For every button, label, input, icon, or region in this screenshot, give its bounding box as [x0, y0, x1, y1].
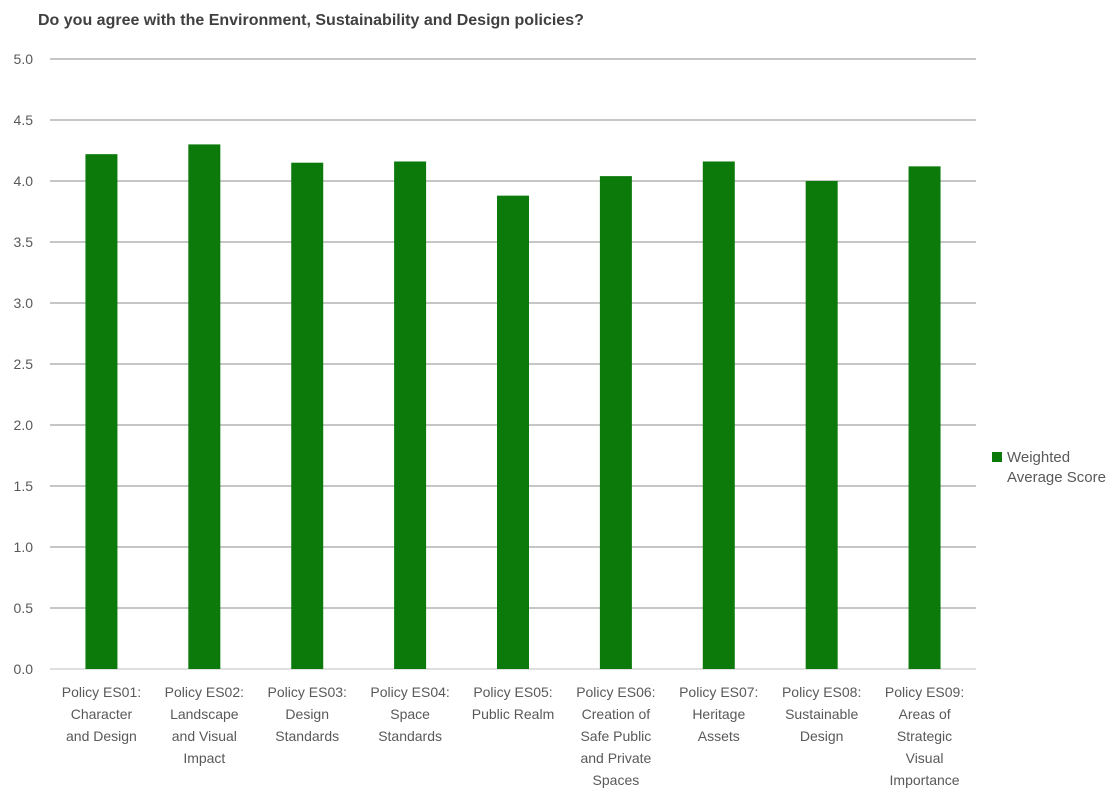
x-tick-label: Standards: [275, 728, 339, 744]
x-tick-label: Design: [800, 728, 844, 744]
x-tick-label: Design: [285, 706, 329, 722]
legend-swatch: [992, 452, 1002, 462]
x-tick-label: Policy ES04:: [370, 684, 449, 700]
x-tick-label: Public Realm: [472, 706, 554, 722]
x-tick-label: Visual: [906, 750, 944, 766]
x-tick-label: Policy ES08:: [782, 684, 861, 700]
x-tick-label: Policy ES03:: [268, 684, 347, 700]
x-tick-label: Policy ES07:: [679, 684, 758, 700]
bar: [599, 176, 632, 669]
legend-label: Weighted Average Score: [1007, 449, 1106, 486]
x-tick-label: Heritage: [692, 706, 745, 722]
x-tick-label: Policy ES01:: [62, 684, 141, 700]
x-tick-label: Policy ES09:: [885, 684, 964, 700]
x-tick-label: Space: [390, 706, 430, 722]
x-tick-label: Policy ES06:: [576, 684, 655, 700]
bar: [394, 161, 427, 670]
x-tick-label: Assets: [698, 728, 740, 744]
y-tick-label: 4.5: [14, 112, 34, 128]
x-tick-label: Creation of: [582, 706, 651, 722]
x-tick-label: Strategic: [897, 728, 952, 744]
x-tick-label: Standards: [378, 728, 442, 744]
y-tick-label: 3.5: [14, 234, 34, 250]
y-tick-label: 3.0: [14, 295, 34, 311]
bar: [497, 195, 529, 669]
legend: Weighted Average Score: [992, 448, 1113, 488]
x-tick-label: and Private: [580, 750, 651, 766]
x-tick-label: Character: [71, 706, 133, 722]
bar: [85, 154, 118, 669]
y-tick-label: 0.0: [14, 661, 34, 677]
x-tick-label: Landscape: [170, 706, 239, 722]
x-tick-label: Safe Public: [580, 728, 651, 744]
y-tick-label: 1.0: [14, 539, 34, 555]
y-tick-label: 2.0: [14, 417, 34, 433]
x-tick-label: Sustainable: [785, 706, 858, 722]
x-tick-label: Importance: [890, 772, 960, 788]
bar: [805, 181, 838, 669]
chart-title: Do you agree with the Environment, Susta…: [38, 12, 584, 29]
y-tick-label: 2.5: [14, 356, 34, 372]
bar: [702, 161, 735, 670]
x-tick-label: and Visual: [172, 728, 237, 744]
x-tick-label: Spaces: [593, 772, 640, 788]
x-tick-label: and Design: [66, 728, 137, 744]
x-tick-label: Policy ES02:: [165, 684, 244, 700]
y-tick-label: 1.5: [14, 478, 34, 494]
bar: [291, 162, 324, 669]
x-tick-label: Impact: [183, 750, 225, 766]
y-tick-label: 4.0: [14, 173, 34, 189]
bar: [908, 166, 941, 670]
x-tick-label: Policy ES05:: [473, 684, 552, 700]
bar: [188, 144, 221, 669]
y-tick-label: 0.5: [14, 600, 34, 616]
x-tick-label: Areas of: [898, 706, 950, 722]
y-tick-label: 5.0: [14, 51, 34, 67]
